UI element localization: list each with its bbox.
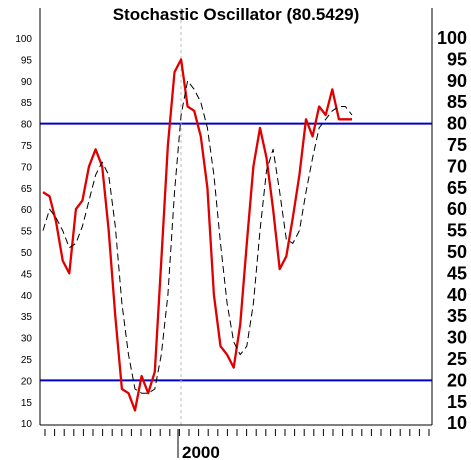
- left-tick-label: 85: [21, 98, 33, 109]
- left-tick-label: 30: [21, 334, 33, 345]
- left-tick-label: 15: [21, 398, 33, 409]
- left-tick-label: 25: [21, 355, 33, 366]
- left-tick-label: 55: [21, 227, 33, 238]
- right-tick-label: 50: [447, 242, 467, 262]
- left-tick-label: 35: [21, 312, 33, 323]
- right-tick-label: 35: [447, 306, 467, 326]
- right-tick-label: 65: [447, 178, 467, 198]
- left-tick-label: 80: [21, 120, 33, 131]
- right-tick-label: 80: [447, 114, 467, 134]
- right-tick-label: 40: [447, 285, 467, 305]
- left-tick-label: 65: [21, 184, 33, 195]
- x-axis: 2000: [40, 424, 432, 460]
- right-tick-label: 60: [447, 199, 467, 219]
- x-tick-label: 2000: [182, 443, 220, 460]
- right-tick-label: 25: [447, 349, 467, 369]
- right-tick-label: 15: [447, 392, 467, 412]
- left-tick-label: 70: [21, 162, 33, 173]
- plot-frame: [39, 8, 433, 425]
- chart-title: Stochastic Oscillator (80.5429): [113, 5, 360, 24]
- left-tick-label: 75: [21, 141, 33, 152]
- oscillator-line: [42, 58, 352, 412]
- left-tick-label: 10: [21, 419, 33, 430]
- right-tick-label: 90: [447, 71, 467, 91]
- right-tick-label: 95: [447, 49, 467, 69]
- left-tick-label: 100: [15, 34, 32, 45]
- right-tick-label: 55: [447, 221, 467, 241]
- left-tick-label: 50: [21, 248, 33, 259]
- right-tick-label: 30: [447, 328, 467, 348]
- left-tick-label: 45: [21, 269, 33, 280]
- right-tick-label: 75: [447, 135, 467, 155]
- left-axis-ticks: 10 15 20 25 30 35 40 45 50 55 60 65 70 75 80 85 90 95 100: [15, 34, 32, 430]
- right-tick-label: 20: [447, 370, 467, 390]
- reference-lines: [40, 122, 432, 382]
- right-tick-label: 70: [447, 156, 467, 176]
- left-tick-label: 90: [21, 77, 33, 88]
- series-layer: [42, 58, 353, 412]
- left-tick-label: 40: [21, 291, 33, 302]
- right-tick-label: 100: [437, 28, 467, 48]
- right-tick-label: 85: [447, 92, 467, 112]
- right-tick-label: 10: [447, 413, 467, 433]
- left-tick-label: 20: [21, 376, 33, 387]
- signal-line-dashed: [42, 80, 353, 394]
- right-tick-label: 45: [447, 263, 467, 283]
- left-tick-label: 95: [21, 55, 33, 66]
- left-tick-label: 60: [21, 205, 33, 216]
